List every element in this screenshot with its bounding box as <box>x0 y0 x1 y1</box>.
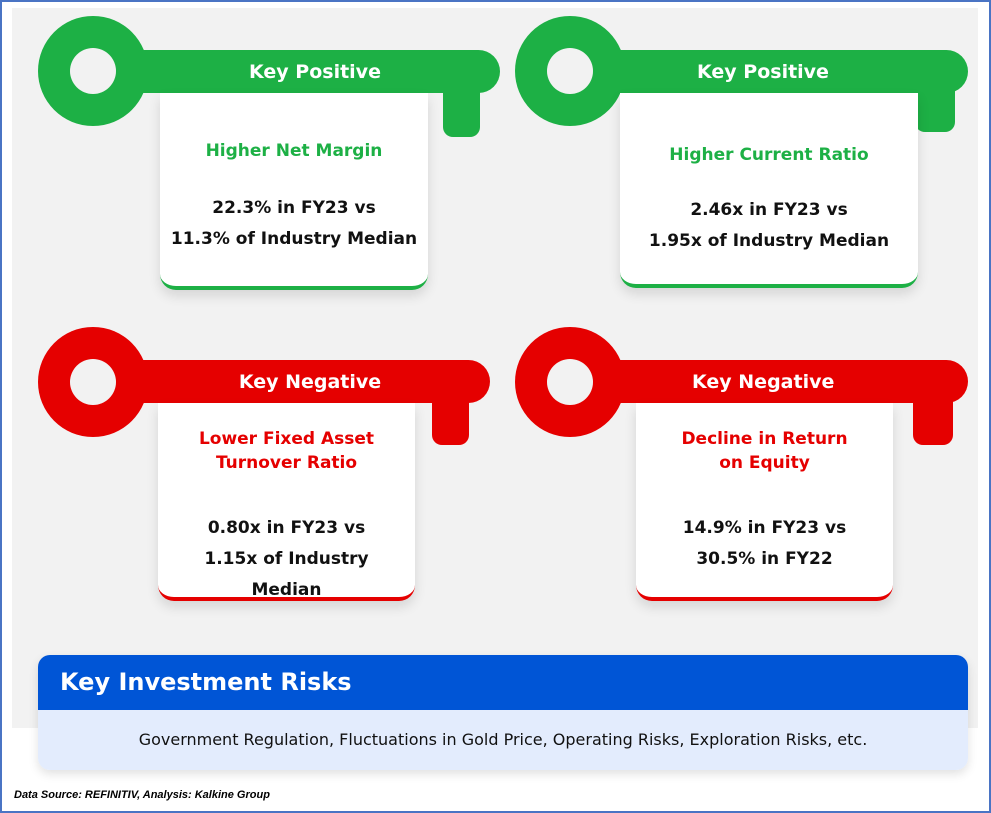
metric-value: 2.46x in FY23 vs <box>690 200 848 220</box>
metric-comparison: 30.5% in FY22 <box>696 549 833 569</box>
risks-title: Key Investment Risks <box>38 655 968 710</box>
key-positive-banner: Key Positive <box>130 50 500 93</box>
key-tooth-icon <box>915 90 955 132</box>
metric-title: Decline in Return on Equity <box>681 429 848 473</box>
key-negative-banner: Key Negative <box>130 360 490 403</box>
data-source-footer: Data Source: REFINITIV, Analysis: Kalkin… <box>14 789 270 801</box>
metric-comparison: 11.3% of Industry Median <box>170 229 418 249</box>
banner-label: Key Positive <box>697 60 829 83</box>
metric-card-net-margin: Higher Net Margin 22.3% in FY23 vs 11.3%… <box>160 93 428 290</box>
key-ring-icon <box>38 327 148 437</box>
key-ring-icon <box>515 16 625 126</box>
key-ring-icon <box>38 16 148 126</box>
risks-body: Government Regulation, Fluctuations in G… <box>38 710 968 770</box>
banner-label: Key Negative <box>692 370 835 393</box>
banner-label: Key Negative <box>238 370 382 393</box>
banner-label: Key Positive <box>249 60 381 83</box>
metric-card-fixed-asset-turnover: Lower Fixed Asset Turnover Ratio 0.80x i… <box>158 403 415 601</box>
metric-comparison: 1.15x of Industry Median <box>204 549 369 600</box>
key-negative-banner: Key Negative <box>607 360 968 403</box>
key-tooth-icon <box>443 90 480 137</box>
metric-value: 22.3% in FY23 vs <box>212 198 376 218</box>
metric-value: 14.9% in FY23 vs <box>682 518 847 538</box>
metric-title: Higher Current Ratio <box>669 145 869 165</box>
metric-card-current-ratio: Higher Current Ratio 2.46x in FY23 vs 1.… <box>620 93 918 288</box>
investment-risks-box: Key Investment Risks Government Regulati… <box>38 655 968 770</box>
key-positive-banner: Key Positive <box>607 50 968 93</box>
metric-title: Lower Fixed Asset Turnover Ratio <box>198 429 375 473</box>
metric-title: Higher Net Margin <box>205 141 383 161</box>
key-ring-icon <box>515 327 625 437</box>
metric-card-return-on-equity: Decline in Return on Equity 14.9% in FY2… <box>636 403 893 601</box>
metric-value: 0.80x in FY23 vs <box>207 518 366 538</box>
key-tooth-icon <box>913 400 953 445</box>
key-tooth-icon <box>432 400 469 445</box>
metric-comparison: 1.95x of Industry Median <box>648 231 890 251</box>
